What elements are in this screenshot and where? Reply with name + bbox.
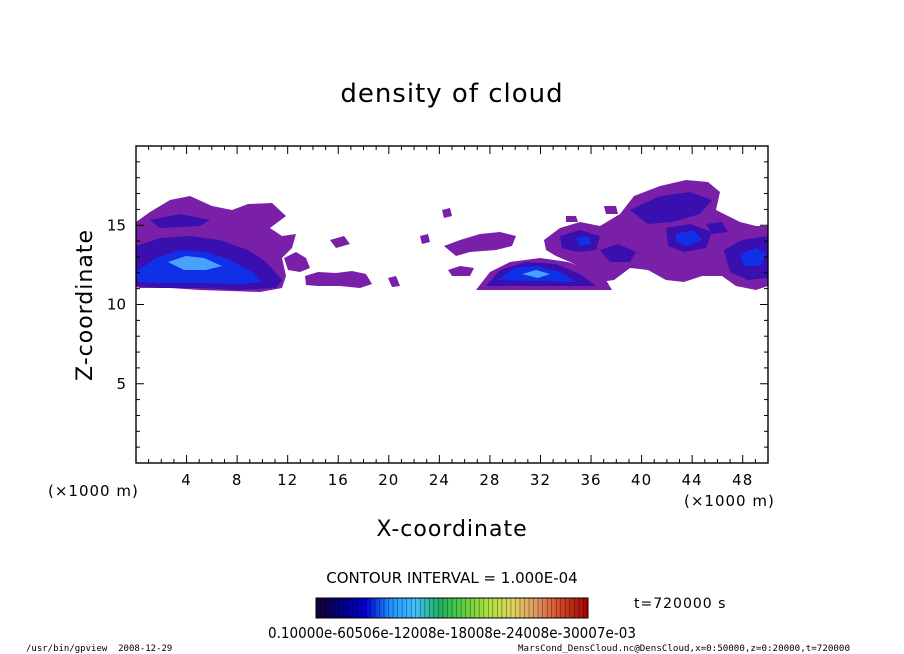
cloud-blob [448,266,474,276]
cloud-blob [566,216,578,222]
cloud-blob [388,276,400,287]
cloud-density-field [136,180,768,292]
x-tick-label: 28 [479,471,500,489]
cloud-blob [305,271,372,288]
cloud-patch [630,192,712,224]
cloud-peak-left [168,256,222,270]
footer-right: MarsCond_DensCloud.nc@DensCloud,x=0:5000… [518,644,850,654]
x-tick-label: 40 [631,471,652,489]
cloud-patch [600,244,636,262]
cloud-core-right-edge [740,248,766,266]
chart-title: density of cloud [340,79,563,109]
cloud-blob [442,208,452,218]
x-tick-label: 12 [277,471,298,489]
cloud-level-peak [168,256,550,278]
x-tick-label: 48 [732,471,753,489]
x-tick-label: 36 [580,471,601,489]
cloud-blob [420,234,430,244]
cloud-core-small [576,236,592,246]
y-axis-label: Z-coordinate [73,229,98,381]
colorbar-contour-lines [320,598,584,618]
x-tick-label: 44 [682,471,703,489]
x-tick-label: 4 [181,471,192,489]
x-axis-label: X-coordinate [376,517,527,542]
footer-left: /usr/bin/gpview 2008-12-29 [26,644,172,654]
x-unit-left: (×1000 m) [48,482,139,500]
y-axis-ticks: 5 10 15 [107,161,768,448]
x-tick-label: 16 [328,471,349,489]
y-tick-label: 15 [107,216,126,234]
cloud-core-right [676,230,702,246]
x-tick-label: 20 [378,471,399,489]
colorbar-tick-labels: 0.10000e-60506e-12008e-18008e-24008e-300… [268,624,636,642]
cloud-streak [150,214,210,228]
cloud-patch [706,222,728,234]
cloud-mass-right [544,180,768,290]
time-label: t=720000 s [634,596,726,612]
cloud-blob [444,232,516,256]
x-axis-ticks: 4 8 12 16 20 24 28 32 36 40 44 48 [148,146,756,489]
x-unit-right: (×1000 m) [684,492,775,510]
y-tick-label: 10 [107,296,126,314]
y-tick-label: 5 [116,375,126,393]
cloud-blob [330,236,350,248]
cloud-peak-center [522,270,550,278]
cloud-blob [604,206,618,214]
x-tick-label: 8 [232,471,243,489]
contour-interval: CONTOUR INTERVAL = 1.000E-04 [326,569,577,587]
cloud-blob [284,252,310,272]
x-tick-label: 32 [530,471,551,489]
x-tick-label: 24 [429,471,450,489]
